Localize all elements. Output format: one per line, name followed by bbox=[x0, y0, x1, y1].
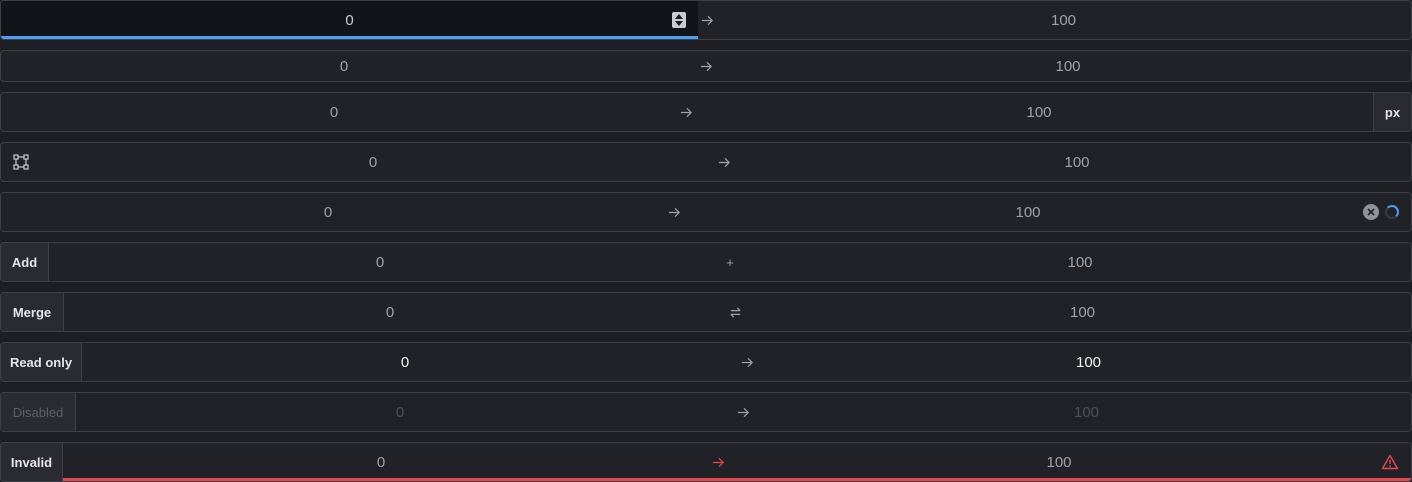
focus-indicator bbox=[1, 36, 698, 39]
range-input-merge: Merge 0 100 bbox=[0, 292, 1412, 332]
range-start-input[interactable]: 0 bbox=[63, 443, 699, 481]
clear-icon[interactable] bbox=[1363, 204, 1379, 220]
range-start-input[interactable]: 0 bbox=[41, 143, 705, 181]
addon-label: Add bbox=[11, 254, 38, 270]
range-start-value: 0 bbox=[329, 103, 339, 121]
arrow-right-icon bbox=[687, 51, 725, 81]
arrow-right-icon bbox=[655, 193, 693, 231]
trailing-controls bbox=[1363, 193, 1411, 231]
stepper-icon[interactable] bbox=[672, 12, 686, 28]
unit-addon: px bbox=[1373, 93, 1411, 131]
bounding-box-icon bbox=[1, 143, 41, 181]
arrow-right-icon bbox=[699, 443, 737, 481]
spinner-icon bbox=[1385, 205, 1399, 219]
addon-label: Merge bbox=[12, 304, 52, 320]
range-end-value: 100 bbox=[1050, 11, 1077, 29]
range-start-input[interactable]: 0 bbox=[1, 51, 687, 81]
disabled-addon: Disabled bbox=[1, 393, 76, 431]
range-input-focused: 0 100 bbox=[0, 0, 1412, 40]
arrow-right-icon bbox=[724, 393, 762, 431]
range-input-with-icon: 0 100 bbox=[0, 142, 1412, 182]
range-end-value: 100 bbox=[1067, 253, 1093, 271]
range-input-with-unit: 0 100 px bbox=[0, 92, 1412, 132]
range-start-value: 0 bbox=[385, 303, 395, 321]
range-end-input[interactable]: 100 bbox=[737, 443, 1381, 481]
read-only-addon: Read only bbox=[1, 343, 82, 381]
range-start-input[interactable]: 0 bbox=[1, 93, 667, 131]
range-start-value: 0 bbox=[323, 203, 333, 221]
range-end-input[interactable]: 100 bbox=[693, 193, 1363, 231]
range-end-input[interactable]: 100 bbox=[749, 243, 1411, 281]
range-end-input[interactable]: 100 bbox=[716, 1, 1411, 39]
addon-label: Disabled bbox=[12, 404, 64, 420]
range-input-clearable-loading: 0 100 bbox=[0, 192, 1412, 232]
range-start-value: 0 bbox=[375, 253, 385, 271]
range-input-compact: 0 100 bbox=[0, 50, 1412, 82]
trailing-controls bbox=[1381, 443, 1411, 481]
range-end-input[interactable]: 100 bbox=[705, 93, 1373, 131]
range-end-value: 100 bbox=[1015, 203, 1041, 221]
range-input-add: Add 0 + 100 bbox=[0, 242, 1412, 282]
addon-label: Read only bbox=[9, 354, 73, 370]
range-end-input[interactable]: 100 bbox=[754, 293, 1411, 331]
range-end-input[interactable]: 100 bbox=[743, 143, 1411, 181]
merge-addon: Merge bbox=[1, 293, 64, 331]
range-start-value: 0 bbox=[339, 57, 349, 75]
swap-arrows-icon bbox=[716, 293, 754, 331]
range-end-input: 100 bbox=[766, 343, 1411, 381]
range-end-input[interactable]: 100 bbox=[725, 51, 1411, 81]
arrow-right-icon bbox=[728, 343, 766, 381]
invalid-addon: Invalid bbox=[1, 443, 63, 481]
range-end-value: 100 bbox=[1046, 453, 1072, 471]
invalid-indicator bbox=[63, 478, 1411, 481]
range-input-invalid: Invalid 0 100 bbox=[0, 442, 1412, 482]
range-end-value: 100 bbox=[1055, 57, 1081, 75]
range-end-value: 100 bbox=[1075, 353, 1102, 371]
range-start-input[interactable]: 0 bbox=[1, 1, 698, 39]
range-end-input: 100 bbox=[762, 393, 1411, 431]
range-end-value: 100 bbox=[1073, 403, 1100, 421]
range-start-input[interactable]: 0 bbox=[49, 243, 711, 281]
range-start-input: 0 bbox=[76, 393, 724, 431]
range-start-input[interactable]: 0 bbox=[64, 293, 716, 331]
range-input-read-only: Read only 0 100 bbox=[0, 342, 1412, 382]
range-start-value: 0 bbox=[368, 153, 378, 171]
range-start-value: 0 bbox=[376, 453, 386, 471]
range-end-value: 100 bbox=[1069, 303, 1096, 321]
range-start-value: 0 bbox=[395, 403, 405, 421]
unit-label: px bbox=[1384, 104, 1401, 120]
arrow-right-icon bbox=[705, 143, 743, 181]
addon-label: Invalid bbox=[10, 454, 53, 470]
range-start-value: 0 bbox=[400, 353, 410, 371]
range-end-value: 100 bbox=[1064, 153, 1090, 171]
range-start-value: 0 bbox=[345, 11, 354, 29]
arrow-right-icon bbox=[667, 93, 705, 131]
range-start-input: 0 bbox=[82, 343, 728, 381]
arrow-right-icon bbox=[698, 1, 716, 39]
plus-separator: + bbox=[726, 254, 734, 270]
add-addon: Add bbox=[1, 243, 49, 281]
range-end-value: 100 bbox=[1026, 103, 1052, 121]
range-input-disabled: Disabled 0 100 bbox=[0, 392, 1412, 432]
range-start-input[interactable]: 0 bbox=[1, 193, 655, 231]
warning-triangle-icon bbox=[1381, 454, 1399, 470]
